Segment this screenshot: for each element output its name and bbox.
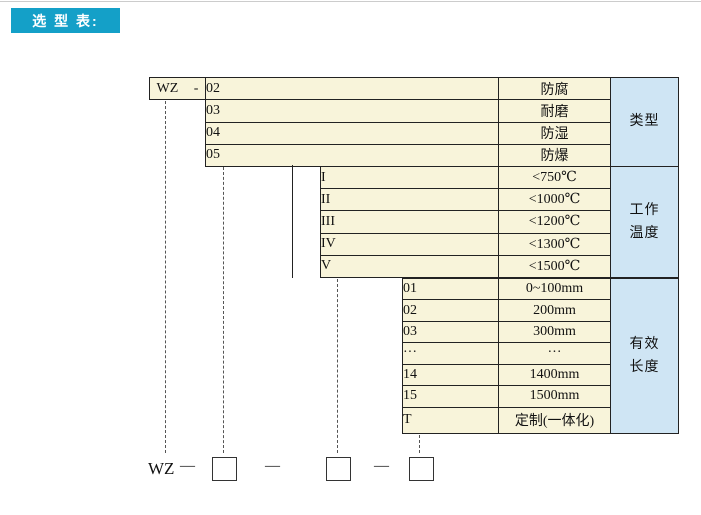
formula-separator-dash: —: [265, 458, 280, 474]
value-cell: ···: [498, 342, 611, 365]
table-row: 04 防湿: [205, 121, 679, 145]
formula-code-box-temperature: [326, 457, 351, 481]
table-row: 03 300mm: [402, 320, 679, 344]
connector-line-length: [419, 435, 420, 453]
type-group-table: 02 防腐 类型 03 耐磨 04 防湿 05 防爆: [205, 76, 679, 168]
code-cell: 02: [205, 76, 499, 101]
table-row: 05 防爆: [205, 143, 679, 168]
code-cell: 14: [402, 363, 499, 387]
table-row: 03 耐磨: [205, 99, 679, 123]
page-top-edge-line: [0, 1, 701, 2]
value-cell: 1500mm: [498, 385, 611, 408]
table-row: II <1000℃: [320, 188, 679, 212]
code-cell: 15: [402, 385, 499, 408]
value-cell: 300mm: [498, 320, 611, 344]
code-cell: 03: [205, 99, 499, 123]
table-row: 01 0~100mm 有效 长度: [402, 277, 679, 434]
code-cell: 01: [402, 277, 499, 301]
value-cell: <1500℃: [498, 254, 611, 279]
formula-code-box-type: [212, 457, 237, 481]
code-cell: III: [320, 210, 499, 234]
value-cell: <1200℃: [498, 210, 611, 234]
value-cell: 定制(一体化): [498, 406, 611, 435]
value-cell: <1300℃: [498, 232, 611, 256]
code-cell: I: [320, 165, 499, 190]
value-cell: 0~100mm: [498, 277, 611, 301]
table-row: V <1500℃: [320, 254, 679, 279]
category-cell-type: 类型: [610, 77, 679, 167]
table-row: T 定制(一体化): [402, 406, 679, 435]
section-title: 选 型 表:: [32, 12, 99, 29]
value-cell: <1000℃: [498, 188, 611, 212]
temperature-block-left-border-line: [292, 165, 293, 278]
value-cell: 防腐: [498, 76, 611, 101]
formula-separator-dash: —: [180, 458, 195, 474]
section-title-banner: 选 型 表:: [11, 8, 120, 33]
code-cell: 05: [205, 143, 499, 168]
value-cell: 200mm: [498, 299, 611, 322]
table-row: 02 防腐 类型: [205, 76, 679, 167]
code-cell: II: [320, 188, 499, 212]
connector-line-prefix: [165, 101, 166, 453]
value-cell: 防湿: [498, 121, 611, 145]
code-cell: T: [402, 406, 499, 435]
model-prefix-label: WZ -: [156, 80, 199, 96]
value-cell: 防爆: [498, 143, 611, 168]
length-group-table: 01 0~100mm 有效 长度 02 200mm 03 300mm ··· ·…: [402, 277, 679, 435]
formula-separator-dash: —: [374, 458, 389, 474]
temperature-group-table: I <750℃ 工作 温度 II <1000℃ III <1200℃ IV <1…: [320, 165, 679, 279]
code-cell: 04: [205, 121, 499, 145]
table-row: IV <1300℃: [320, 232, 679, 256]
connector-line-type: [223, 167, 224, 453]
value-cell: <750℃: [498, 165, 611, 190]
code-cell: V: [320, 254, 499, 279]
table-row: 15 1500mm: [402, 385, 679, 408]
table-row: I <750℃ 工作 温度: [320, 165, 679, 278]
value-cell: 耐磨: [498, 99, 611, 123]
code-cell: 03: [402, 320, 499, 344]
code-cell: IV: [320, 232, 499, 256]
value-cell: 1400mm: [498, 363, 611, 387]
table-row: ··· ···: [402, 342, 679, 365]
code-cell: 02: [402, 299, 499, 322]
formula-code-box-length: [409, 457, 434, 481]
formula-prefix-label: WZ: [148, 459, 175, 478]
category-cell-temperature: 工作 温度: [610, 166, 679, 278]
category-cell-length: 有效 长度: [610, 278, 679, 434]
code-cell: ···: [402, 342, 499, 365]
connector-line-temperature: [337, 279, 338, 453]
model-prefix-cell: WZ -: [149, 77, 206, 100]
